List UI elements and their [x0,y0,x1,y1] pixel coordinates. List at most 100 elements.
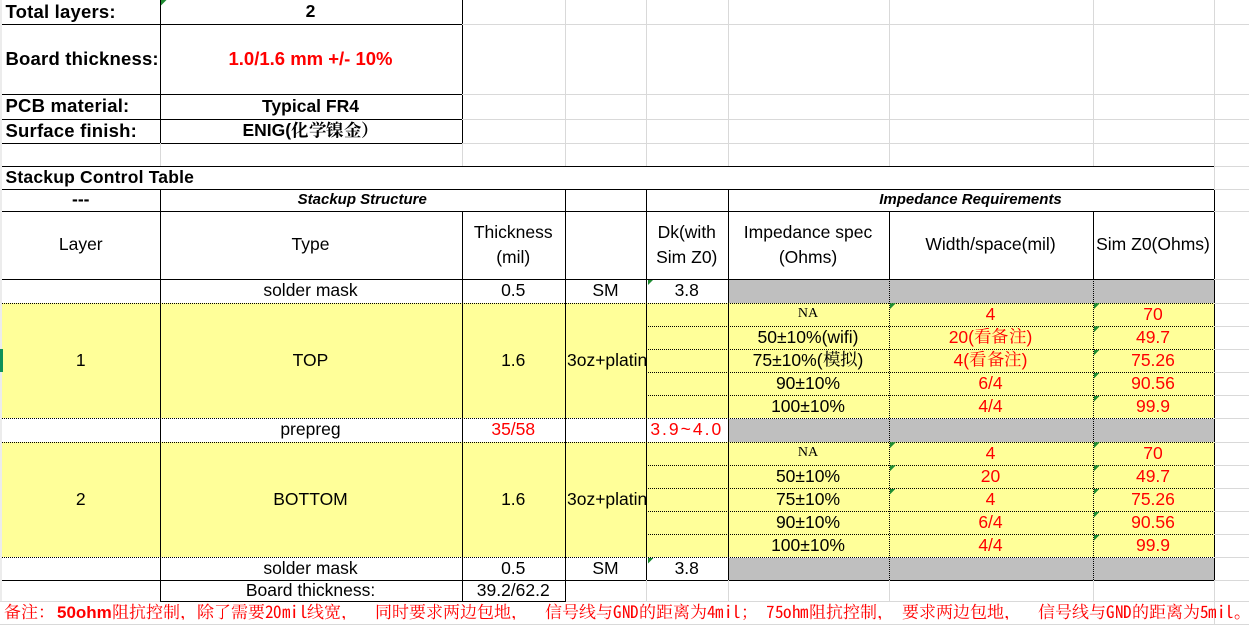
layer2-imp-4-width[interactable]: 4/4 [889,534,1093,557]
prepreg-type[interactable]: prepreg [160,418,462,442]
layer2-imp-2-spec-text: 75±10% [775,488,841,509]
layer2-imp-1-spec[interactable]: 50±10% [728,465,889,488]
layer1-imp-2-width[interactable]: 4() [889,349,1093,372]
layer2-type[interactable]: BOTTOM [160,442,462,557]
layer1-thickness[interactable]: 1.6 [462,303,566,418]
gridline [1214,394,1249,396]
col-header-layer[interactable]: Layer [2,211,160,279]
col-header-width-space[interactable]: Width/space(mil) [889,211,1093,279]
board-total-value-text: 39.2/62.2 [476,579,550,600]
layer2-imp-3-spec[interactable]: 90±10% [728,511,889,534]
gridline [1214,348,1249,350]
layer2-number[interactable]: 2 [2,442,160,557]
info-value-0[interactable]: 2 [160,0,462,24]
layer1-imp-3-spec[interactable]: 90±10% [728,372,889,395]
solder-mask-bottom-type[interactable]: solder mask [160,557,462,580]
cjk-glyph [4,603,21,619]
layer1-imp-1-simz0[interactable]: 49.7 [1093,326,1214,349]
info-value-2[interactable]: Typical FR4 [160,94,462,119]
layer2-imp-0-width[interactable]: 4 [889,442,1093,465]
layer1-type[interactable]: TOP [160,303,462,418]
border-solid [888,210,890,279]
layer1-imp-4-simz0[interactable]: 99.9 [1093,395,1214,418]
solder-mask-top-finish[interactable]: SM [565,279,646,303]
layer1-imp-2-simz0[interactable]: 75.26 [1093,349,1214,372]
error-indicator-icon [1093,326,1100,333]
layer1-imp-2-spec[interactable]: 75±10%() [728,349,889,372]
board-total-label[interactable]: Board thickness: [160,580,462,602]
layer2-imp-0-simz0[interactable]: 70 [1093,442,1214,465]
error-indicator-icon [889,465,896,472]
text-run: 75±10%( [752,349,823,370]
layer2-imp-3-width[interactable]: 6/4 [889,511,1093,534]
solder-mask-top-dk[interactable]: 3.8 [646,279,728,303]
layer2-imp-1-width[interactable]: 20 [889,465,1093,488]
text-run: 50±10%(wifi) [757,326,859,347]
gridline [1214,166,1249,167]
layer1-imp-4-width[interactable]: 4/4 [889,395,1093,418]
cjk-glyph [326,121,344,138]
col-header-dk[interactable]: Dk(with Sim Z0) [646,211,728,279]
cjk-glyph [758,603,767,620]
info-label-3[interactable]: Surface finish: [2,119,160,143]
solder-mask-top-thickness[interactable]: 0.5 [462,279,566,303]
text-run: 4 [985,303,996,324]
layer2-finish[interactable]: 3oz+plating [565,442,646,557]
group-header-structure[interactable]: Stackup Structure [160,189,566,211]
col-header-type[interactable]: Type [160,211,462,279]
layer1-imp-4-spec[interactable]: 100±10% [728,395,889,418]
cjk-glyph [707,605,715,618]
gridline [1214,487,1249,489]
col-header-type-text: Type [291,234,330,254]
info-label-1[interactable]: Board thickness: [2,24,160,95]
layer1-number[interactable]: 1 [2,303,160,418]
layer2-imp-4-spec[interactable]: 100±10% [728,534,889,557]
border-solid [2,94,462,95]
info-value-1[interactable]: 1.0/1.6 mm +/- 10% [160,24,462,95]
border-solid [159,189,161,602]
layer2-imp-1-simz0[interactable]: 49.7 [1093,465,1214,488]
solder-mask-bottom-finish[interactable]: SM [565,557,646,580]
col-header-thickness[interactable]: Thickness (mil) [462,211,566,279]
info-label-0[interactable]: Total layers: [2,0,160,24]
layer2-imp-2-width[interactable]: 4 [889,488,1093,511]
col-header-sim-z0[interactable]: Sim Z0(Ohms) [1093,211,1214,279]
stackup-title[interactable]: Stackup Control Table [2,166,422,189]
solder-mask-bottom-dk[interactable]: 3.8 [646,557,728,580]
border-solid [461,210,463,602]
border-dotted [2,441,1214,443]
gridline [565,0,566,166]
layer1-imp-1-width[interactable]: 20() [889,326,1093,349]
solder-mask-bottom-thickness[interactable]: 0.5 [462,557,566,580]
border-solid [1213,189,1215,580]
layer1-imp-3-simz0[interactable]: 90.56 [1093,372,1214,395]
gridline [1214,325,1249,327]
layer1-imp-1-spec[interactable]: 50±10%(wifi) [728,326,889,349]
layer2-imp-2-simz0[interactable]: 75.26 [1093,488,1214,511]
layer1-imp-3-width[interactable]: 6/4 [889,372,1093,395]
prepreg-thickness[interactable]: 35/58 [462,418,566,442]
note-cell[interactable]: 50ohm [0,601,1249,624]
board-total-value[interactable]: 39.2/62.2 [462,580,566,602]
layer2-imp-3-simz0[interactable]: 90.56 [1093,511,1214,534]
layer2-imp-2-spec[interactable]: 75±10% [728,488,889,511]
layer1-imp-0-simz0[interactable]: 70 [1093,303,1214,326]
layer2-imp-0-spec-text: NA [797,445,819,461]
text-run: ) [1026,326,1033,347]
layer2-imp-0-spec[interactable]: NA [728,442,889,465]
error-indicator-icon [647,279,654,286]
info-label-2[interactable]: PCB material: [2,94,160,119]
prepreg-dk[interactable]: 3.9~4.0 [646,418,728,442]
info-value-3[interactable]: ENIG( [160,119,462,143]
layer1-imp-0-spec[interactable]: NA [728,303,889,326]
layer2-thickness[interactable]: 1.6 [462,442,566,557]
cjk-glyph [1106,604,1114,618]
solder-mask-top-type[interactable]: solder mask [160,279,462,303]
group-header-impedance[interactable]: Impedance Requirements [728,189,1214,211]
col-header-spec[interactable]: Impedance spec (Ohms) [728,211,889,279]
group-header-layer[interactable]: --- [2,189,160,211]
cjk-glyph [743,607,746,620]
layer2-imp-4-simz0[interactable]: 99.9 [1093,534,1214,557]
layer1-imp-0-width[interactable]: 4 [889,303,1093,326]
layer1-finish[interactable]: 3oz+plating [565,303,646,418]
